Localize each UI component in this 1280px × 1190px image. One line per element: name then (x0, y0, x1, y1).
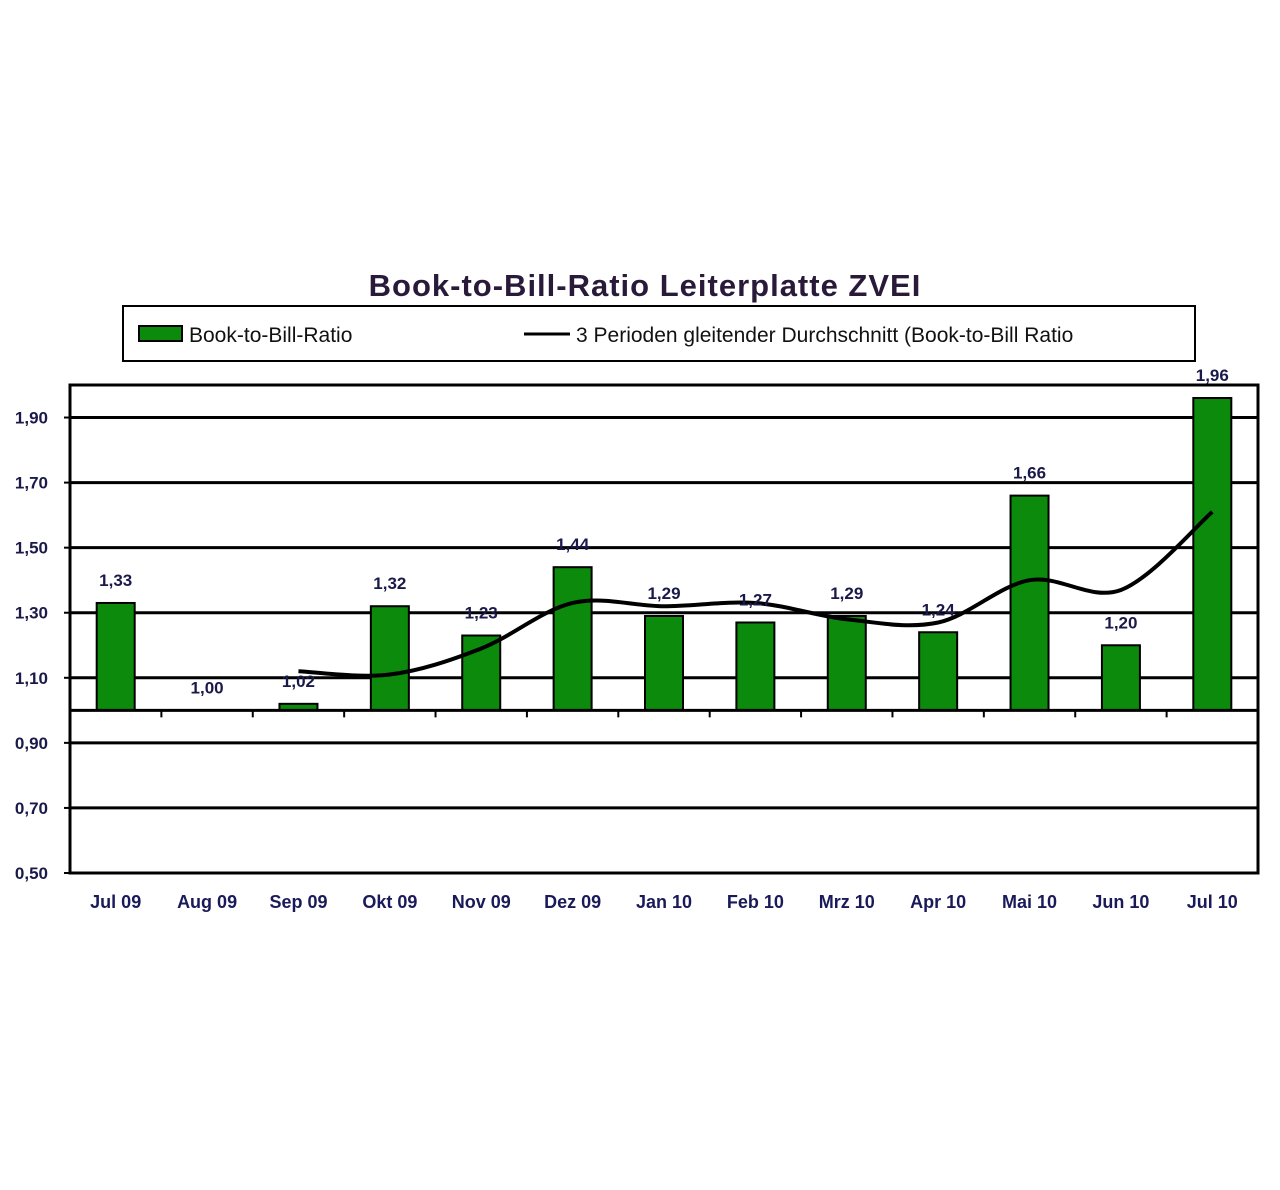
legend-label-bar: Book-to-Bill-Ratio (189, 324, 352, 347)
bar (95, 601, 136, 712)
bar-value-label: 1,20 (1104, 613, 1137, 632)
bar (1009, 494, 1050, 712)
x-tick-label: Jun 10 (1092, 892, 1149, 912)
y-tick-label: 1,90 (15, 409, 48, 428)
x-tick-label: Mai 10 (1002, 892, 1057, 912)
x-tick-label: Nov 09 (452, 892, 511, 912)
legend-box (122, 305, 1196, 362)
y-tick-label: 0,50 (15, 864, 48, 883)
chart-title: Book-to-Bill-Ratio Leiterplatte ZVEI (369, 268, 922, 303)
bar-value-label: 1,29 (830, 584, 863, 603)
x-tick-label: Jul 09 (90, 892, 141, 912)
x-tick-label: Dez 09 (544, 892, 601, 912)
bar (1192, 397, 1233, 712)
bar-value-label: 1,24 (922, 600, 956, 619)
y-tick-label: 1,70 (15, 474, 48, 493)
moving-average-line (298, 510, 1214, 678)
bar-value-label: 1,96 (1196, 366, 1229, 385)
legend-swatch-bar (138, 325, 183, 342)
bar-value-label: 1,00 (191, 678, 224, 697)
x-tick-label: Jan 10 (636, 892, 692, 912)
bar-value-label: 1,27 (739, 590, 772, 609)
bar-value-label: 1,44 (556, 535, 590, 554)
bars (95, 397, 1233, 712)
x-tick-label: Sep 09 (269, 892, 327, 912)
y-tick-label: 1,30 (15, 604, 48, 623)
bar (1100, 644, 1141, 712)
bar-value-label: 1,29 (647, 584, 680, 603)
y-tick-label: 1,50 (15, 539, 48, 558)
y-tick-label: 0,70 (15, 799, 48, 818)
bar-value-label: 1,32 (373, 574, 406, 593)
y-tick-label: 0,90 (15, 734, 48, 753)
x-tick-label: Aug 09 (177, 892, 237, 912)
bar (918, 631, 959, 712)
plot-frame (68, 383, 1260, 875)
y-axis-ticks: 0,50 0,70 0,90 1,10 1,30 1,50 1,70 1,90 (15, 409, 70, 883)
bar-value-label: 1,23 (465, 604, 498, 623)
bar-value-label: 1,02 (282, 672, 315, 691)
bar (735, 621, 776, 712)
x-tick-label: Feb 10 (727, 892, 784, 912)
x-axis-labels: Jul 09 Aug 09 Sep 09 Okt 09 Nov 09 Dez 09 Jan … (90, 892, 1238, 912)
bar (552, 566, 593, 712)
x-tick-label: Okt 09 (362, 892, 417, 912)
gridlines (70, 416, 1258, 810)
category-axis (69, 708, 1259, 718)
x-tick-label: Apr 10 (910, 892, 966, 912)
value-labels: 1,33 1,00 1,02 1,32 1,23 1,44 1,29 1,27 1,29 1,24… (99, 366, 1229, 697)
legend-label-line: 3 Perioden gleitender Durchschnitt (Book… (576, 324, 1073, 347)
legend: Book-to-Bill-Ratio 3 Perioden gleitender… (122, 305, 1196, 362)
y-tick-label: 1,10 (15, 669, 48, 688)
x-tick-label: Mrz 10 (819, 892, 875, 912)
bar-value-label: 1,66 (1013, 464, 1046, 483)
moving-average-path (298, 510, 1214, 678)
bar (369, 605, 410, 712)
bar (644, 614, 684, 712)
bar (826, 614, 867, 712)
bar-value-label: 1,33 (99, 571, 132, 590)
x-tick-label: Jul 10 (1187, 892, 1238, 912)
